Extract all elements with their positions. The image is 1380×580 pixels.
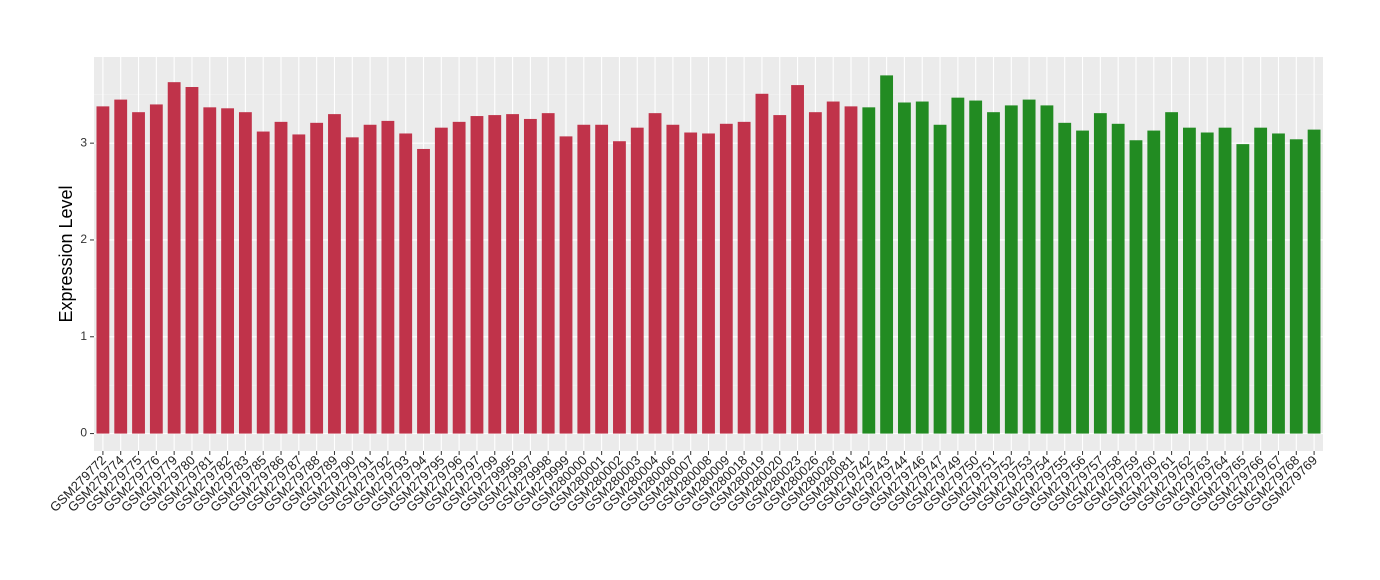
bar	[328, 114, 341, 434]
bar	[1307, 129, 1321, 434]
bar	[203, 107, 217, 434]
bar	[755, 93, 769, 434]
bar	[470, 116, 484, 434]
bar	[862, 107, 876, 434]
bar	[256, 131, 270, 434]
bar	[1165, 112, 1179, 434]
bar	[613, 141, 626, 434]
bar	[898, 102, 911, 434]
bar	[1004, 105, 1018, 434]
bar	[1076, 130, 1089, 434]
bar	[577, 124, 591, 434]
bar	[221, 108, 234, 434]
bar	[381, 120, 395, 434]
bar	[417, 148, 430, 434]
bar	[844, 106, 858, 434]
bars	[96, 75, 1321, 434]
bar	[1040, 105, 1054, 434]
bar	[292, 134, 306, 434]
bar	[737, 121, 751, 434]
bar	[1111, 123, 1125, 434]
bar	[541, 113, 555, 434]
bar	[773, 115, 787, 434]
bar	[1200, 132, 1214, 434]
bar	[1022, 99, 1036, 434]
bar	[559, 136, 573, 434]
bar	[310, 122, 324, 434]
bar	[185, 87, 199, 434]
bar	[1218, 127, 1232, 434]
y-tick-label: 1	[80, 329, 87, 343]
bar	[114, 99, 128, 434]
bar	[96, 106, 110, 434]
bar	[951, 97, 965, 434]
bar	[648, 113, 662, 434]
y-tick-label: 2	[80, 232, 87, 246]
bar	[915, 101, 929, 434]
bar	[826, 101, 840, 434]
bar	[666, 124, 680, 434]
bar	[791, 85, 804, 434]
bar	[506, 114, 519, 434]
bar	[363, 124, 377, 434]
bar	[488, 115, 502, 434]
bar	[595, 124, 609, 434]
y-axis-label: Expression Level	[56, 185, 76, 322]
bar	[274, 121, 288, 434]
bar	[684, 132, 698, 434]
bar	[1254, 127, 1268, 434]
labels: 0123GSM279772GSM279774GSM279775GSM279776…	[47, 135, 1320, 514]
bar	[345, 137, 359, 434]
bar	[969, 100, 983, 434]
bar	[1093, 113, 1107, 434]
bar	[1236, 144, 1250, 434]
bar	[399, 133, 413, 434]
bar	[167, 82, 181, 434]
bar	[523, 118, 537, 434]
bar	[132, 112, 145, 434]
bar	[719, 123, 733, 434]
bar	[808, 112, 822, 434]
y-tick-label: 3	[80, 135, 87, 149]
bar	[1289, 139, 1303, 434]
y-tick-label: 0	[80, 426, 87, 440]
bar	[1183, 127, 1196, 434]
bar	[1147, 130, 1161, 434]
bar	[880, 75, 894, 434]
bar	[149, 104, 163, 434]
bar	[933, 124, 947, 434]
bar	[1272, 133, 1285, 434]
bar	[987, 112, 1000, 434]
bar	[238, 112, 252, 434]
bar	[702, 133, 715, 434]
bar	[1058, 122, 1072, 434]
bar	[452, 121, 466, 434]
bar	[1129, 140, 1143, 434]
bar	[434, 127, 448, 434]
bar	[630, 127, 644, 434]
